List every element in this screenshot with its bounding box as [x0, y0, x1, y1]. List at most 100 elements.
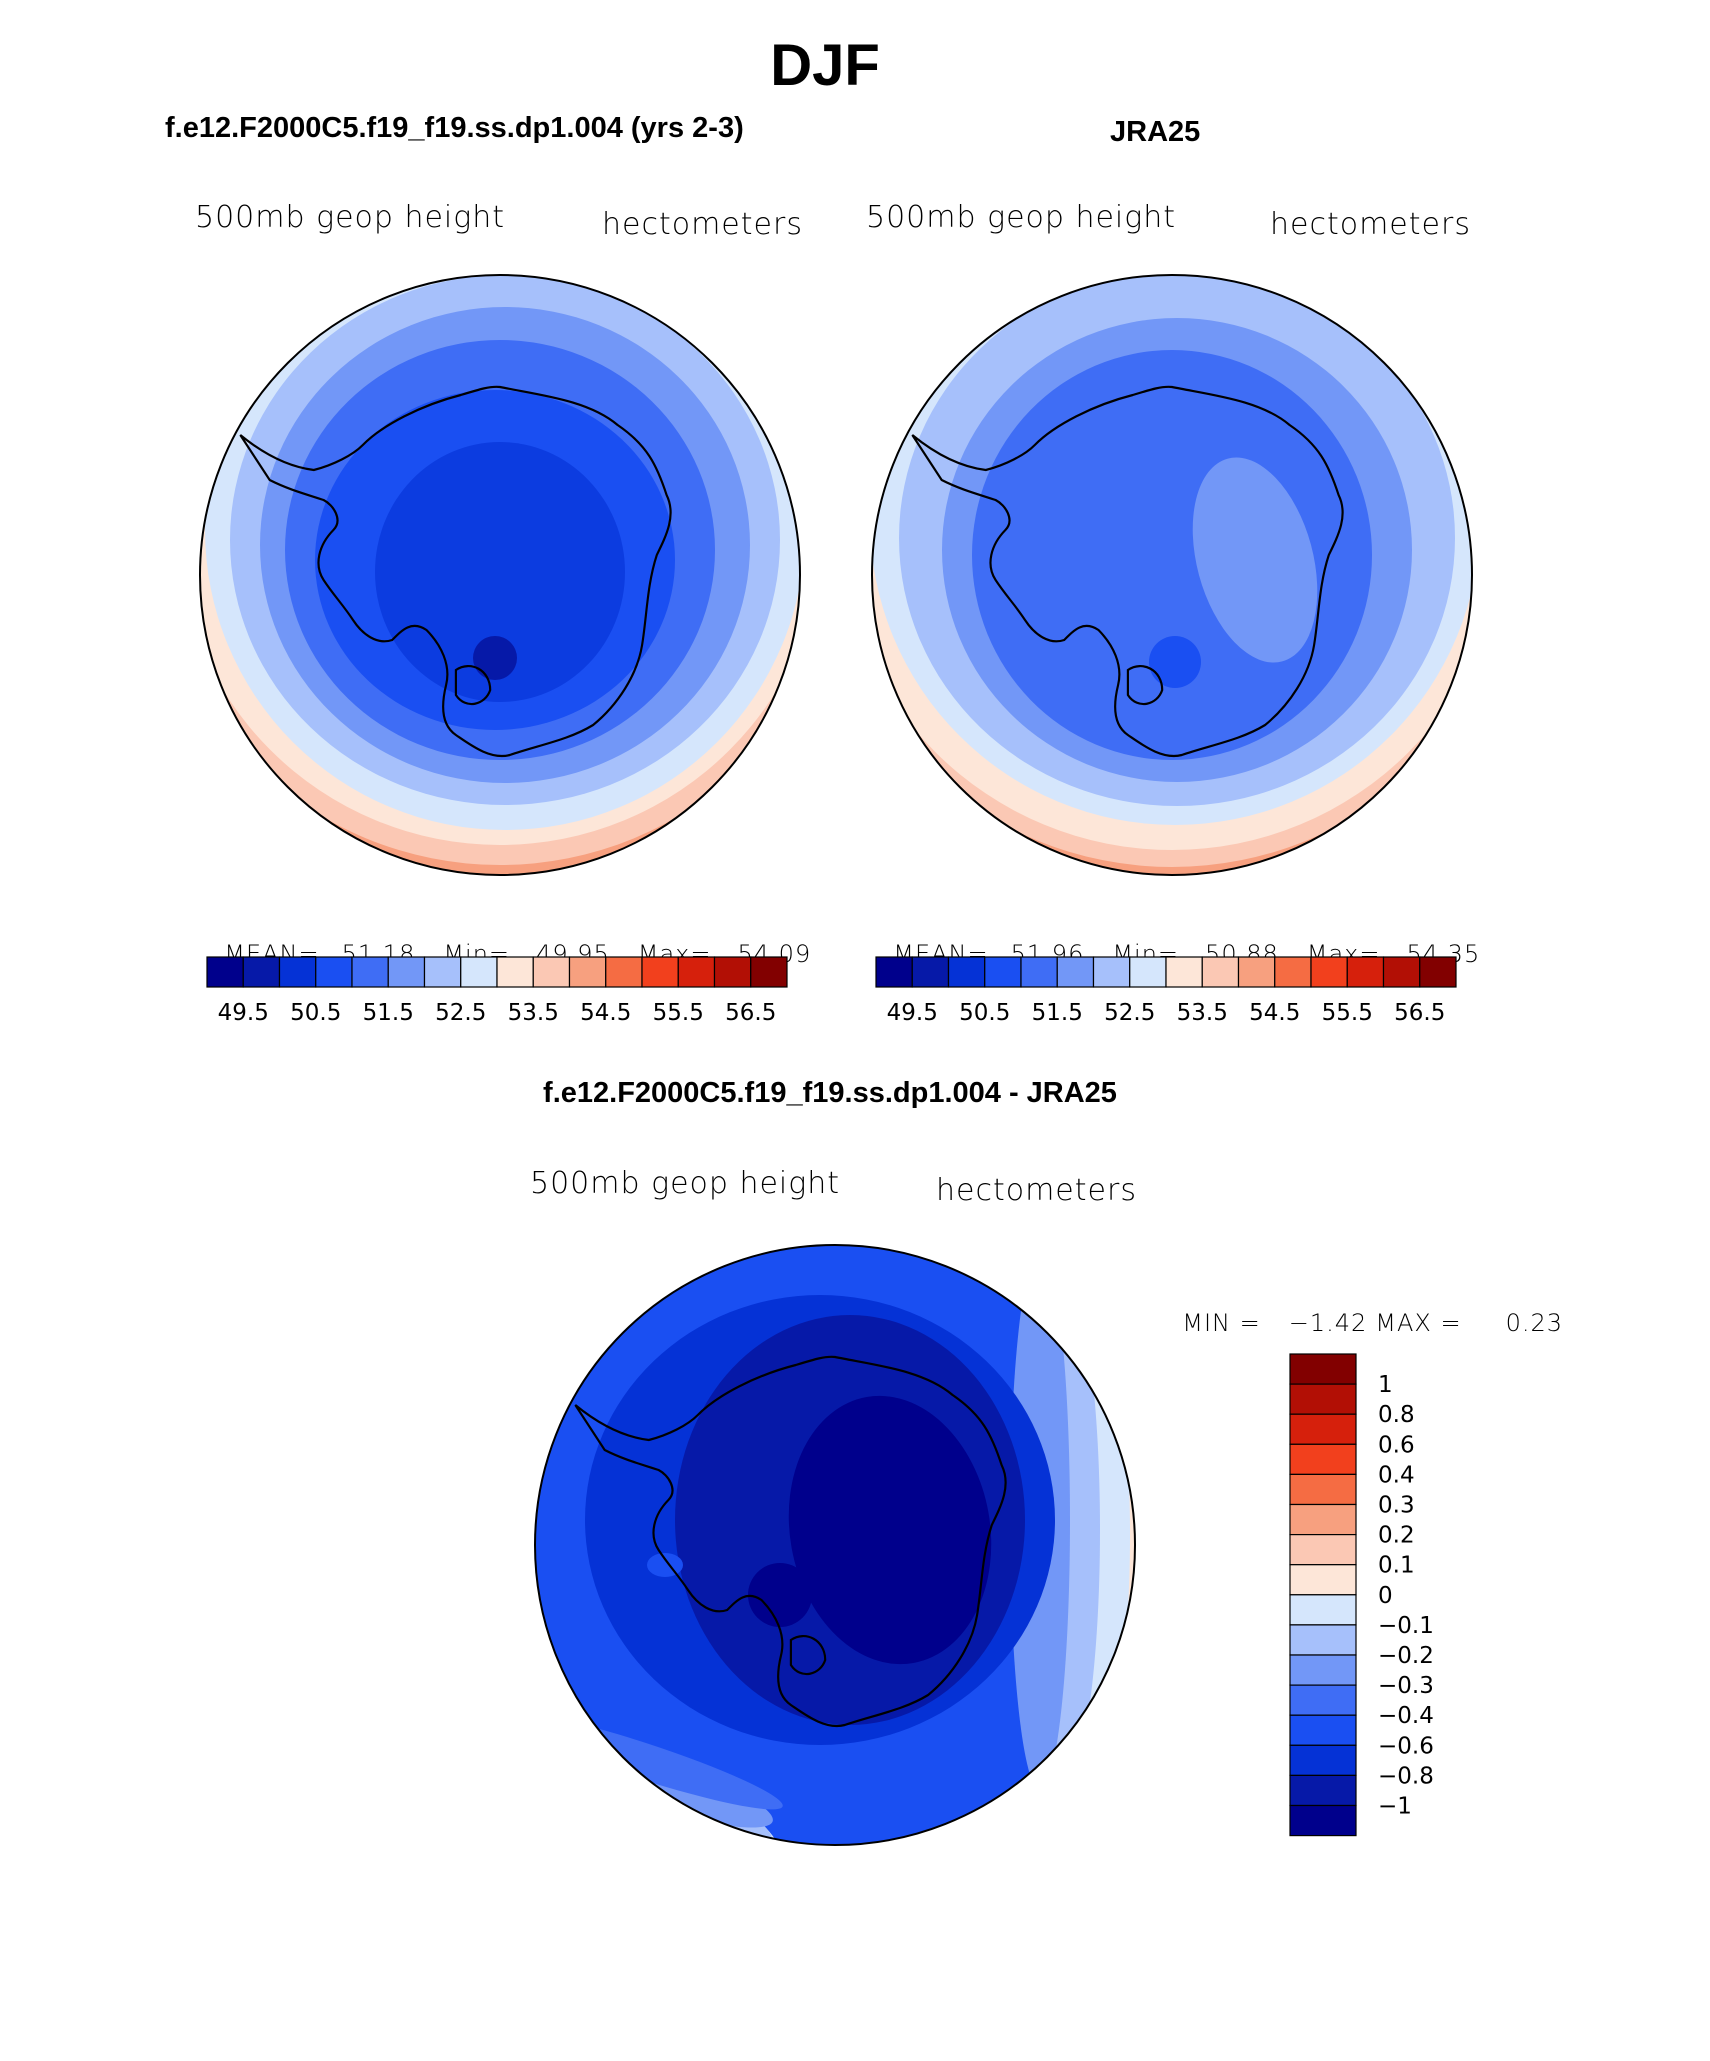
- colorbar-box: [605, 956, 643, 988]
- colorbar-box: [1289, 1624, 1357, 1656]
- colorbar-tick-label: 54.5: [1249, 1000, 1300, 1026]
- colorbar-tick-label: 1: [1378, 1372, 1393, 1398]
- colorbar-tick-label: 0.6: [1378, 1432, 1415, 1458]
- colorbar-tick-label: 0.3: [1378, 1493, 1415, 1519]
- left-panel-title: f.e12.F2000C5.f19_f19.ss.dp1.004 (yrs 2-…: [165, 112, 744, 144]
- colorbar-box: [1289, 1533, 1357, 1566]
- colorbar-box: [1092, 956, 1131, 988]
- colorbar-tick-label: −0.4: [1378, 1703, 1434, 1729]
- colorbar-box: [1382, 956, 1421, 988]
- colorbar-box: [1289, 1594, 1357, 1626]
- colorbar-box: [532, 956, 571, 988]
- min-value: −1.42: [1288, 1309, 1368, 1337]
- colorbar-box: [1310, 956, 1348, 988]
- colorbar-box: [984, 956, 1022, 988]
- colorbar-tick-label: 55.5: [653, 1000, 704, 1026]
- colorbar-box: [1129, 956, 1167, 988]
- right-variable-label: 500mb geop height: [866, 200, 1177, 235]
- diff-stats: MIN = −1.42 MAX = 0.23: [1165, 1281, 1563, 1337]
- diff-map: [534, 1244, 1136, 1846]
- colorbar-box: [242, 956, 281, 988]
- colorbar-box: [677, 956, 716, 988]
- left-units-label: hectometers: [602, 207, 803, 242]
- figure-title: DJF: [770, 33, 880, 98]
- colorbar-tick-label: 0: [1378, 1583, 1393, 1609]
- colorbar-box: [315, 956, 353, 988]
- colorbar-box: [496, 956, 534, 988]
- colorbar-box: [1289, 1804, 1357, 1837]
- colorbar-box: [1020, 956, 1058, 988]
- right-panel-title: JRA25: [1110, 116, 1201, 148]
- colorbar-tick-label: 55.5: [1322, 1000, 1373, 1026]
- colorbar-box: [460, 956, 498, 988]
- max-label: MAX =: [1375, 1309, 1462, 1337]
- colorbar-tick-label: 54.5: [580, 1000, 631, 1026]
- colorbar-box: [351, 956, 389, 988]
- colorbar-tick-label: 53.5: [508, 1000, 559, 1026]
- colorbar-box: [1289, 1413, 1357, 1445]
- colorbar-box: [750, 956, 788, 988]
- colorbar-box: [278, 956, 317, 988]
- colorbar-box: [1289, 1714, 1357, 1746]
- colorbar-box: [1289, 1473, 1357, 1506]
- colorbar-box: [1289, 1443, 1357, 1476]
- colorbar-tick-label: 51.5: [363, 1000, 414, 1026]
- colorbar-tick-label: 0.1: [1378, 1553, 1415, 1579]
- right-map: [871, 274, 1473, 876]
- diff-map-border: [534, 1244, 1136, 1846]
- colorbar-box: [1237, 956, 1276, 988]
- colorbar-box: [1289, 1654, 1357, 1686]
- colorbar-box: [1165, 956, 1203, 988]
- colorbar-box: [875, 956, 913, 988]
- colorbar-tick-label: 52.5: [435, 1000, 486, 1026]
- colorbar-tick-label: −0.6: [1378, 1733, 1434, 1759]
- colorbar-tick-label: 56.5: [1394, 1000, 1445, 1026]
- right-map-border: [871, 274, 1473, 876]
- colorbar-box: [568, 956, 607, 988]
- colorbar-tick-label: −0.3: [1378, 1673, 1434, 1699]
- colorbar-tick-label: −0.8: [1378, 1763, 1434, 1789]
- right-units-label: hectometers: [1270, 207, 1471, 242]
- colorbar-tick-label: 0.2: [1378, 1523, 1415, 1549]
- left-colorbar: 49.5 50.5 51.5 52.5 53.5 54.5 55.5 56.5: [206, 956, 788, 1026]
- colorbar-tick-label: 56.5: [725, 1000, 776, 1026]
- colorbar-tick-label: −0.1: [1378, 1613, 1434, 1639]
- colorbar-tick-label: 0.4: [1378, 1462, 1415, 1488]
- colorbar-box: [1289, 1564, 1357, 1596]
- colorbar-tick-label: 49.5: [218, 1000, 269, 1026]
- colorbar-tick-label: 52.5: [1104, 1000, 1155, 1026]
- colorbar-box: [947, 956, 986, 988]
- right-colorbar: 49.5 50.5 51.5 52.5 53.5 54.5 55.5 56.5: [875, 956, 1457, 1026]
- left-map-border: [199, 274, 801, 876]
- colorbar-tick-label: 51.5: [1032, 1000, 1083, 1026]
- diff-panel-title: f.e12.F2000C5.f19_f19.ss.dp1.004 - JRA25: [543, 1077, 1117, 1109]
- colorbar-box: [1056, 956, 1095, 988]
- colorbar-box: [641, 956, 679, 988]
- colorbar-box: [713, 956, 752, 988]
- colorbar-box: [1346, 956, 1385, 988]
- colorbar-box: [387, 956, 426, 988]
- diff-variable-label: 500mb geop height: [530, 1166, 841, 1201]
- diff-colorbar: 1 0.8 0.6 0.4 0.3 0.2 0.1 0 −0.1 −0.2 −0.3 −0.4 −0.6…: [1289, 1353, 1434, 1837]
- colorbar-box: [1289, 1774, 1357, 1807]
- left-variable-label: 500mb geop height: [195, 200, 506, 235]
- colorbar-box: [1201, 956, 1240, 988]
- colorbar-box: [1289, 1684, 1357, 1716]
- colorbar-box: [206, 956, 244, 988]
- max-value: 0.23: [1505, 1309, 1564, 1337]
- colorbar-tick-label: 49.5: [887, 1000, 938, 1026]
- colorbar-box: [1289, 1383, 1357, 1415]
- colorbar-box: [1274, 956, 1312, 988]
- colorbar-tick-label: 0.8: [1378, 1402, 1415, 1428]
- colorbar-tick-label: −1: [1378, 1794, 1412, 1820]
- diff-units-label: hectometers: [936, 1173, 1137, 1208]
- min-label: MIN =: [1182, 1309, 1261, 1337]
- colorbar-box: [1419, 956, 1457, 988]
- colorbar-box: [1289, 1744, 1357, 1777]
- left-map: [199, 274, 801, 876]
- colorbar-box: [911, 956, 950, 988]
- colorbar-tick-label: 50.5: [290, 1000, 341, 1026]
- colorbar-box: [1289, 1353, 1357, 1385]
- colorbar-tick-label: −0.2: [1378, 1643, 1434, 1669]
